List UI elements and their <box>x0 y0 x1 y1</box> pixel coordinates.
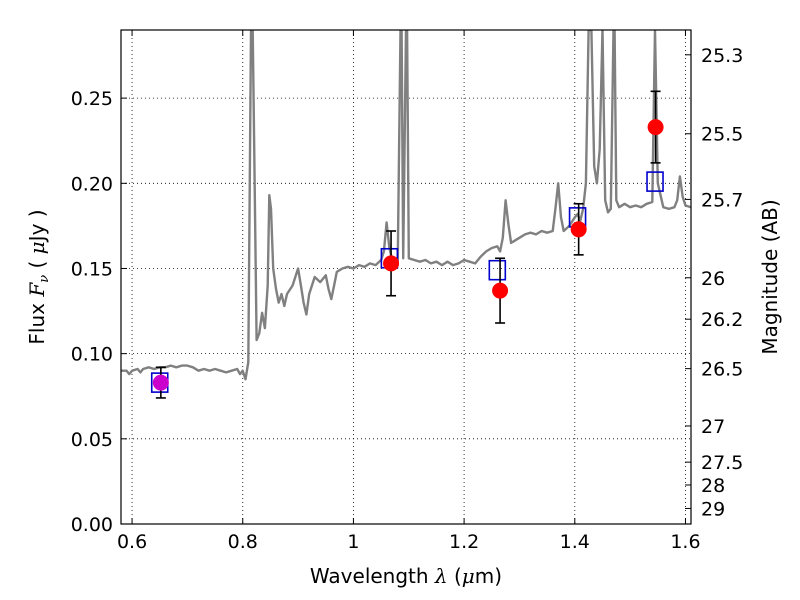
observed-photometry-point <box>647 119 664 136</box>
x-tick-label: 1.2 <box>449 531 479 553</box>
marks <box>121 30 691 399</box>
x-tick-label: 1 <box>347 531 359 553</box>
model-photometry-square <box>488 259 507 281</box>
y-tick-label: 0.00 <box>71 514 113 536</box>
mag-tick-label: 26.5 <box>701 359 743 381</box>
plot-frame <box>120 29 692 525</box>
observed-photometry-point <box>383 255 400 272</box>
mag-tick-label: 25.7 <box>701 189 743 211</box>
observed-photometry-point <box>570 221 587 238</box>
model-spectrum-line <box>121 30 691 381</box>
observed-photometry-point <box>152 374 169 391</box>
model-photometry-square <box>646 171 664 192</box>
x-axis-title: Wavelength λ (μm) <box>310 564 502 588</box>
y-tick-label: 0.10 <box>71 344 113 366</box>
y-tick-label: 0.25 <box>71 88 113 110</box>
mag-tick-label: 26 <box>701 268 725 290</box>
ticks: 0.6 0.8 1 1.2 1.4 1.6 0.00 0.05 0.10 0.15 0.20 0.25… <box>71 30 743 553</box>
y-tick-label: 0.15 <box>71 258 113 280</box>
x-tick-label: 1.6 <box>670 531 700 553</box>
plot-area <box>121 30 691 399</box>
mag-tick-label: 29 <box>701 498 725 520</box>
mag-tick-label: 27.5 <box>701 452 743 474</box>
mag-tick-label: 25.3 <box>701 45 743 67</box>
observed-photometry-point <box>492 282 509 299</box>
y-tick-label: 0.20 <box>71 173 113 195</box>
y-axis-title: Flux Fν ( μJy ) <box>25 209 52 344</box>
mag-tick-label: 28 <box>701 475 725 497</box>
x-tick-label: 0.8 <box>228 531 258 553</box>
mag-tick-label: 26.2 <box>701 309 743 331</box>
y2-axis-title: Magnitude (AB) <box>758 199 782 354</box>
x-tick-label: 1.4 <box>560 531 590 553</box>
y-tick-label: 0.05 <box>71 429 113 451</box>
x-tick-label: 0.6 <box>117 531 147 553</box>
mag-tick-label: 27 <box>701 416 725 438</box>
mag-tick-label: 25.5 <box>701 124 743 146</box>
